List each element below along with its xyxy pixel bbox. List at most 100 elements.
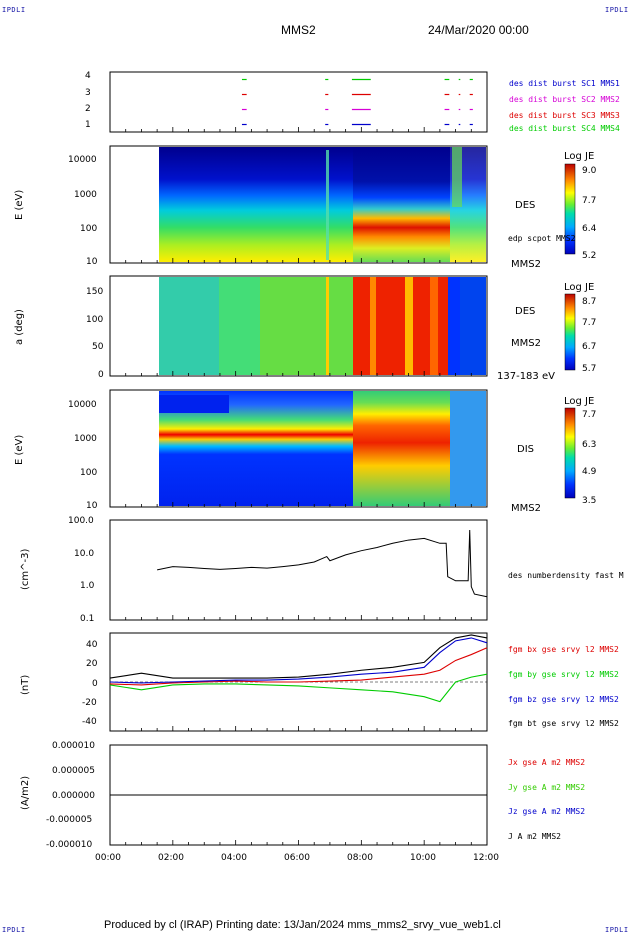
- des-pitch-probe: MMS2: [511, 338, 541, 349]
- cb1-tick-3: 6.4: [582, 224, 597, 234]
- des-pitch-instrument: DES: [515, 306, 536, 317]
- cb2-tick-bottom: 5.7: [582, 364, 597, 374]
- cb1-tick-top: 9.0: [582, 166, 597, 176]
- cb1-title: Log JE: [564, 151, 595, 162]
- des-p-ytick-100: 100: [86, 315, 104, 325]
- cb3-tick-2: 6.3: [582, 440, 597, 450]
- density-line: [157, 530, 488, 598]
- des-energy-spectrogram: [159, 147, 486, 262]
- colorbar-dis-energy: [564, 407, 576, 499]
- current-ytick-0: 0.000000: [52, 791, 95, 801]
- panel-burst-frame: [109, 71, 488, 133]
- field-line: [109, 637, 488, 684]
- xtick-0200: 02:00: [158, 853, 184, 863]
- dis-e-ytick-10: 10: [86, 501, 98, 511]
- field-line: [109, 673, 488, 703]
- des-e-ytick-10: 10: [86, 257, 98, 267]
- legend-burst-sc2: des dist burst SC2 MMS2: [509, 95, 620, 104]
- cb2-tick-top: 8.7: [582, 297, 597, 307]
- des-pitch-energy-range: 137-183 eV: [497, 371, 555, 382]
- mission-title: MMS2: [281, 23, 316, 37]
- density-ylabel: (cm^-3): [20, 548, 31, 590]
- dis-energy-spectrogram: [159, 391, 486, 506]
- xtick-0600: 06:00: [284, 853, 310, 863]
- legend-burst-sc1: des dist burst SC1 MMS1: [509, 79, 620, 88]
- dis-e-ytick-1000: 1000: [74, 434, 97, 444]
- current-ytick-m5e-6: -0.000005: [46, 815, 93, 825]
- xtick-0800: 08:00: [347, 853, 373, 863]
- xtick-0400: 04:00: [221, 853, 247, 863]
- cb3-title: Log JE: [564, 396, 595, 407]
- cb2-tick-3: 6.7: [582, 342, 597, 352]
- density-ytick-10: 10.0: [74, 549, 95, 559]
- des-p-ylabel: a (deg): [14, 309, 25, 345]
- des-e-ytick-1000: 1000: [74, 190, 97, 200]
- legend-bt: fgm bt gse srvy l2 MMS2: [508, 719, 619, 728]
- corner-label-br: IPDLI: [605, 926, 629, 934]
- field-ytick-m40: -40: [82, 717, 97, 727]
- field-ytick-m20: -20: [82, 698, 97, 708]
- cb1-tick-bottom: 5.2: [582, 251, 597, 261]
- burst-ytick-1: 1: [85, 120, 91, 130]
- cb1-tick-2: 7.7: [582, 196, 597, 206]
- field-line: [109, 647, 488, 686]
- field-line: [109, 634, 488, 679]
- burst-ytick-4: 4: [85, 71, 91, 81]
- des-pitch-spectrogram: [159, 277, 486, 375]
- cb3-tick-bottom: 3.5: [582, 496, 597, 506]
- footer-credits: Produced by cl (IRAP) Printing date: 13/…: [104, 919, 501, 931]
- dis-energy-instrument: DIS: [517, 444, 534, 455]
- des-p-ytick-50: 50: [92, 342, 104, 352]
- des-energy-probe: MMS2: [511, 259, 541, 270]
- legend-by: fgm by gse srvy l2 MMS2: [508, 670, 619, 679]
- des-e-ytick-10000: 10000: [68, 155, 97, 165]
- field-ytick-20: 20: [86, 659, 98, 669]
- des-energy-instrument: DES: [515, 200, 536, 211]
- burst-ytick-3: 3: [85, 88, 91, 98]
- colorbar-des-pitch: [564, 293, 576, 371]
- cb3-tick-3: 4.9: [582, 467, 597, 477]
- legend-bx: fgm bx gse srvy l2 MMS2: [508, 645, 619, 654]
- des-e-ylabel: E (eV): [14, 189, 25, 220]
- dis-e-ytick-10000: 10000: [68, 400, 97, 410]
- legend-jy: Jy gse A m2 MMS2: [508, 783, 586, 792]
- cb2-tick-2: 7.7: [582, 318, 597, 328]
- field-ytick-0: 0: [92, 679, 98, 689]
- des-p-ytick-150: 150: [86, 287, 104, 297]
- des-energy-overlay: edp scpot MMS2: [508, 234, 576, 243]
- dis-energy-probe: MMS2: [511, 503, 541, 514]
- field-ylabel: (nT): [20, 674, 31, 695]
- corner-label-tl: IPDLI: [2, 6, 26, 14]
- des-e-ytick-100: 100: [80, 224, 98, 234]
- panel-density-frame: [109, 519, 488, 621]
- current-ytick-m1e-5: -0.000010: [46, 840, 93, 850]
- burst-ytick-2: 2: [85, 104, 91, 114]
- xtick-0000: 00:00: [95, 853, 121, 863]
- legend-density: des numberdensity fast M: [508, 571, 624, 580]
- legend-bz: fgm bz gse srvy l2 MMS2: [508, 695, 619, 704]
- current-ylabel: (A/m2): [20, 775, 31, 810]
- dis-e-ylabel: E (eV): [14, 434, 25, 465]
- density-ytick-1: 1.0: [80, 581, 95, 591]
- density-ytick-0.1: 0.1: [80, 614, 95, 624]
- cb2-title: Log JE: [564, 282, 595, 293]
- corner-label-tr: IPDLI: [605, 6, 629, 14]
- legend-j: J A m2 MMS2: [508, 832, 561, 841]
- current-ytick-1e-5: 0.000010: [52, 741, 95, 751]
- legend-burst-sc4: des dist burst SC4 MMS4: [509, 124, 620, 133]
- des-p-ytick-0: 0: [98, 370, 104, 380]
- xtick-1200: 12:00: [473, 853, 499, 863]
- current-ytick-5e-6: 0.000005: [52, 766, 95, 776]
- legend-jz: Jz gse A m2 MMS2: [508, 807, 586, 816]
- field-ytick-40: 40: [86, 640, 98, 650]
- legend-burst-sc3: des dist burst SC3 MMS3: [509, 111, 620, 120]
- density-ytick-100: 100.0: [68, 516, 94, 526]
- cb3-tick-top: 7.7: [582, 410, 597, 420]
- datetime-title: 24/Mar/2020 00:00: [428, 23, 529, 37]
- legend-jx: Jx gse A m2 MMS2: [508, 758, 586, 767]
- dis-e-ytick-100: 100: [80, 468, 98, 478]
- colorbar-des-energy: [564, 163, 576, 255]
- corner-label-bl: IPDLI: [2, 926, 26, 934]
- xtick-1000: 10:00: [410, 853, 436, 863]
